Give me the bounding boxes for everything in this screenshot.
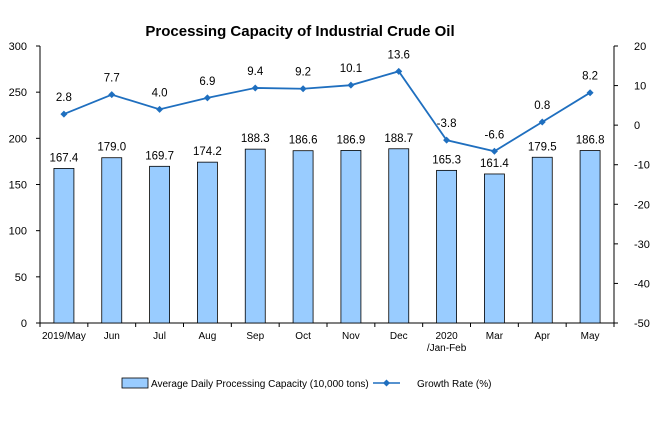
- x-tick-label: May: [581, 331, 600, 342]
- bar-value-label: 169.7: [145, 150, 174, 162]
- x-tick-label: Oct: [295, 331, 311, 342]
- bar-value-label: 161.4: [480, 158, 509, 170]
- growth-rate-value-label: 2.8: [56, 92, 72, 104]
- right-tick-label: 10: [634, 81, 646, 93]
- growth-rate-marker: [490, 147, 498, 155]
- left-tick-label: 150: [9, 180, 27, 192]
- growth-rate-marker: [395, 67, 403, 75]
- x-tick-label: Jul: [153, 331, 166, 342]
- growth-rate-marker: [586, 89, 594, 97]
- bar-series: [53, 148, 601, 324]
- growth-rate-series: [60, 67, 594, 155]
- left-tick-label: 300: [9, 41, 27, 53]
- bar: [197, 161, 218, 324]
- x-tick-label: Nov: [342, 331, 360, 342]
- growth-rate-marker: [60, 110, 68, 118]
- right-tick-label: 0: [634, 120, 640, 132]
- growth-rate-marker: [108, 91, 116, 99]
- bar: [340, 150, 362, 324]
- left-tick-label: 200: [9, 133, 27, 145]
- x-tick-label: Apr: [534, 331, 550, 342]
- bar: [436, 169, 457, 324]
- right-tick-label: -30: [634, 239, 650, 251]
- growth-rate-value-label: 10.1: [340, 63, 362, 75]
- right-tick-label: -40: [634, 278, 650, 290]
- growth-rate-value-label: -3.8: [437, 118, 457, 130]
- x-tick-label: Dec: [390, 331, 408, 342]
- chart-title: Processing Capacity of Industrial Crude …: [145, 23, 454, 40]
- bar: [149, 165, 170, 324]
- bar: [53, 168, 75, 324]
- growth-rate-value-label: 4.0: [152, 87, 168, 99]
- bar-value-label: 179.0: [97, 142, 126, 154]
- growth-rate-value-label: 7.7: [104, 73, 120, 85]
- x-tick-label: Jun: [104, 331, 120, 342]
- x-tick-label: Aug: [199, 331, 217, 342]
- bar-value-label: 174.2: [193, 146, 222, 158]
- growth-rate-value-label: 6.9: [199, 76, 215, 88]
- bar-value-label: 186.8: [576, 135, 605, 147]
- growth-rate-value-label: 9.2: [295, 67, 311, 79]
- left-tick-label: 50: [15, 272, 27, 284]
- right-tick-label: 20: [634, 41, 646, 53]
- legend-line-marker: [383, 379, 390, 387]
- bar: [388, 148, 410, 324]
- growth-rate-marker: [347, 81, 355, 89]
- growth-rate-marker: [299, 85, 307, 93]
- bar-value-label: 179.5: [528, 141, 557, 153]
- growth-rate-labels: 2.8 7.7 4.0 6.9 9.4 9.2 10.1 13.6 -3.8 -6.6 0.8 8.2: [56, 49, 598, 141]
- bar-value-label: 186.6: [289, 135, 318, 147]
- growth-rate-marker: [538, 118, 546, 126]
- legend-bar-swatch: [121, 377, 149, 389]
- legend-bar-label: Average Daily Processing Capacity (10,00…: [151, 379, 369, 390]
- growth-rate-value-label: -6.6: [485, 129, 505, 141]
- growth-rate-line: [63, 70, 591, 153]
- growth-rate-value-label: 13.6: [388, 49, 410, 61]
- bar-value-label: 165.3: [432, 154, 461, 166]
- x-axis-ticks: 2019/May Jun Jul Aug Sep Oct Nov Dec 2020/Jan-Fe…: [39, 323, 615, 354]
- right-tick-label: -50: [634, 318, 650, 330]
- right-tick-label: -20: [634, 199, 650, 211]
- bar: [579, 150, 601, 324]
- growth-rate-value-label: 9.4: [247, 66, 264, 78]
- growth-rate-marker: [203, 94, 211, 102]
- left-tick-label: 250: [9, 87, 27, 99]
- x-tick-label: 2020: [435, 331, 458, 342]
- left-axis-ticks: 0 50 100 150 200 250 300: [9, 41, 40, 330]
- bar: [244, 148, 266, 324]
- bar-value-label: 188.3: [241, 133, 270, 145]
- right-axis-ticks: -50 -40 -30 -20 -10 0 10 20: [614, 41, 650, 330]
- bar-value-label: 186.9: [337, 134, 366, 146]
- x-tick-label: Mar: [486, 331, 504, 342]
- legend: Average Daily Processing Capacity (10,00…: [121, 377, 491, 390]
- bar: [484, 173, 505, 324]
- x-tick-label: /Jan-Feb: [427, 343, 467, 354]
- growth-rate-marker: [443, 136, 451, 144]
- left-tick-label: 100: [9, 226, 27, 238]
- bar: [531, 156, 553, 324]
- legend-line-label: Growth Rate (%): [417, 379, 491, 390]
- x-tick-label: 2019/May: [42, 331, 86, 342]
- growth-rate-marker: [156, 105, 164, 113]
- bar-value-label: 167.4: [50, 152, 79, 164]
- growth-rate-marker: [251, 84, 259, 92]
- bar: [292, 150, 314, 324]
- growth-rate-value-label: 8.2: [582, 71, 598, 83]
- x-tick-label: Sep: [246, 331, 264, 342]
- growth-rate-value-label: 0.8: [534, 100, 550, 112]
- left-tick-label: 0: [21, 318, 27, 330]
- bar-value-labels: 167.4 179.0 169.7 174.2 188.3 186.6 186.9 188.7…: [50, 133, 605, 170]
- right-tick-label: -10: [634, 160, 650, 172]
- bar-value-label: 188.7: [384, 133, 413, 145]
- bar: [101, 157, 123, 324]
